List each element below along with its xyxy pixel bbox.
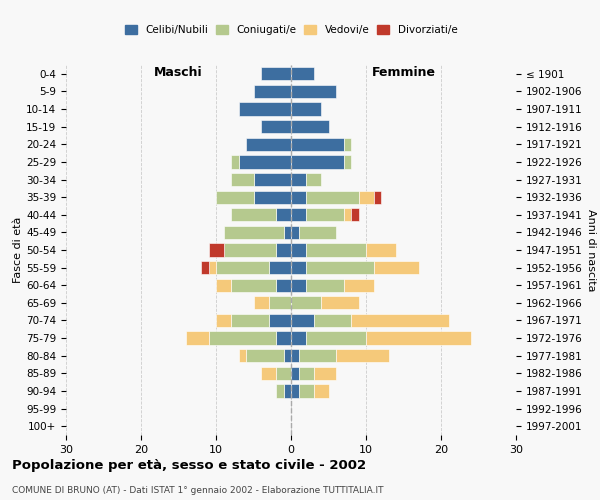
Bar [291, 366, 299, 380]
Bar [231, 314, 269, 327]
Bar [201, 261, 209, 274]
Bar [216, 278, 231, 292]
Bar [231, 156, 239, 168]
Bar [291, 156, 343, 168]
Bar [306, 190, 359, 204]
Bar [359, 190, 373, 204]
Bar [231, 173, 254, 186]
Bar [254, 173, 291, 186]
Bar [299, 349, 336, 362]
Bar [209, 261, 216, 274]
Bar [216, 190, 254, 204]
Bar [246, 349, 284, 362]
Bar [269, 261, 291, 274]
Bar [284, 349, 291, 362]
Bar [239, 156, 291, 168]
Bar [314, 366, 336, 380]
Bar [291, 349, 299, 362]
Bar [306, 261, 373, 274]
Bar [261, 67, 291, 80]
Bar [291, 296, 321, 310]
Bar [366, 332, 471, 344]
Bar [343, 156, 351, 168]
Bar [276, 208, 291, 222]
Legend: Celibi/Nubili, Coniugati/e, Vedovi/e, Divorziati/e: Celibi/Nubili, Coniugati/e, Vedovi/e, Di… [122, 22, 460, 38]
Bar [276, 366, 291, 380]
Bar [366, 244, 396, 256]
Bar [284, 384, 291, 398]
Bar [314, 314, 351, 327]
Bar [291, 384, 299, 398]
Bar [239, 349, 246, 362]
Bar [276, 278, 291, 292]
Bar [306, 173, 321, 186]
Bar [254, 296, 269, 310]
Bar [351, 314, 449, 327]
Bar [209, 244, 223, 256]
Bar [291, 102, 321, 116]
Bar [351, 208, 359, 222]
Bar [239, 102, 291, 116]
Bar [246, 138, 291, 151]
Bar [254, 190, 291, 204]
Bar [343, 278, 373, 292]
Text: Popolazione per età, sesso e stato civile - 2002: Popolazione per età, sesso e stato civil… [12, 460, 366, 472]
Bar [343, 208, 351, 222]
Bar [269, 314, 291, 327]
Bar [306, 278, 343, 292]
Bar [276, 384, 284, 398]
Bar [291, 314, 314, 327]
Bar [373, 261, 419, 274]
Text: Maschi: Maschi [154, 66, 203, 79]
Bar [299, 384, 314, 398]
Bar [306, 332, 366, 344]
Bar [291, 208, 306, 222]
Text: COMUNE DI BRUNO (AT) - Dati ISTAT 1° gennaio 2002 - Elaborazione TUTTITALIA.IT: COMUNE DI BRUNO (AT) - Dati ISTAT 1° gen… [12, 486, 383, 495]
Bar [321, 296, 359, 310]
Bar [261, 366, 276, 380]
Bar [306, 208, 343, 222]
Bar [231, 208, 276, 222]
Bar [373, 190, 381, 204]
Bar [291, 85, 336, 98]
Bar [291, 190, 306, 204]
Bar [291, 138, 343, 151]
Bar [209, 332, 276, 344]
Bar [291, 332, 306, 344]
Bar [216, 261, 269, 274]
Bar [254, 85, 291, 98]
Bar [276, 244, 291, 256]
Y-axis label: Anni di nascita: Anni di nascita [586, 209, 596, 291]
Bar [314, 384, 329, 398]
Bar [291, 67, 314, 80]
Bar [343, 138, 351, 151]
Bar [291, 278, 306, 292]
Bar [223, 244, 276, 256]
Bar [291, 226, 299, 239]
Bar [261, 120, 291, 134]
Bar [291, 244, 306, 256]
Bar [276, 332, 291, 344]
Bar [223, 226, 284, 239]
Bar [299, 226, 336, 239]
Bar [291, 261, 306, 274]
Bar [291, 120, 329, 134]
Bar [306, 244, 366, 256]
Bar [216, 314, 231, 327]
Bar [186, 332, 209, 344]
Bar [231, 278, 276, 292]
Bar [336, 349, 389, 362]
Y-axis label: Fasce di età: Fasce di età [13, 217, 23, 283]
Text: Femmine: Femmine [371, 66, 436, 79]
Bar [291, 173, 306, 186]
Bar [269, 296, 291, 310]
Bar [299, 366, 314, 380]
Bar [284, 226, 291, 239]
